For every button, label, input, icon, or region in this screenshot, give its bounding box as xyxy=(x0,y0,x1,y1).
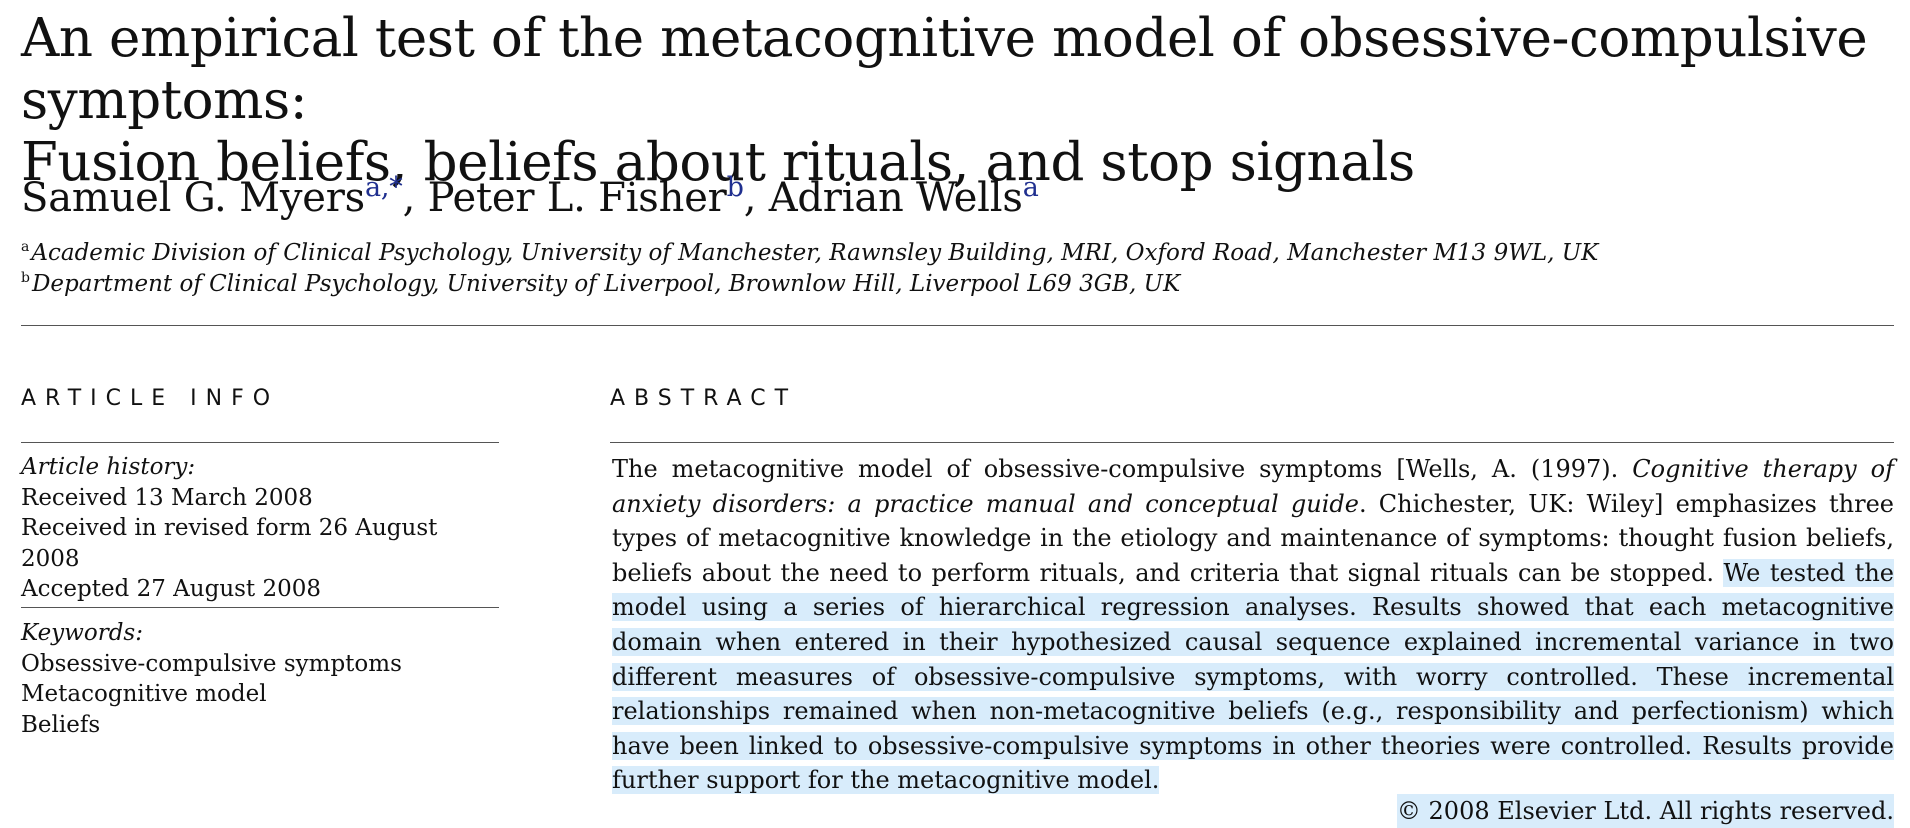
affiliation: bDepartment of Clinical Psychology, Univ… xyxy=(21,263,1721,299)
abstract-selected-text[interactable]: We tested the model using a series of hi… xyxy=(612,558,1894,795)
history-revised: Received in revised form 26 August 2008 xyxy=(21,515,438,572)
keyword-item: Obsessive-compulsive symptoms xyxy=(21,650,402,677)
author-affiliation-link[interactable]: a xyxy=(1022,172,1039,203)
author-affiliation-link[interactable]: b xyxy=(726,172,744,203)
affiliation-text: Academic Division of Clinical Psychology… xyxy=(31,240,1599,266)
keyword-item: Metacognitive model xyxy=(21,681,267,707)
copyright-notice: © 2008 Elsevier Ltd. All rights reserved… xyxy=(1396,794,1894,828)
author-affiliation-link[interactable]: a,* xyxy=(364,172,403,203)
abstract-text[interactable]: The metacognitive model of obsessive-com… xyxy=(612,452,1894,798)
abstract-divider xyxy=(610,442,1894,443)
keywords: Keywords: Obsessive-compulsive symptoms … xyxy=(21,618,501,740)
title-line-2: Fusion beliefs, beliefs about rituals, a… xyxy=(21,132,1415,193)
article-info-divider xyxy=(21,442,499,443)
author-name: Samuel G. Myers xyxy=(21,175,365,221)
article-page: An empirical test of the metacognitive m… xyxy=(21,8,1901,828)
affiliation: aAcademic Division of Clinical Psycholog… xyxy=(21,232,1721,268)
author-list: Samuel G. Myersa,*, Peter L. Fisherb, Ad… xyxy=(21,172,1039,221)
article-info-heading: ARTICLE INFO xyxy=(21,386,280,411)
author-name: Peter L. Fisher xyxy=(427,175,727,221)
abstract-citation-title: Cognitive therapy of anxiety disorders: … xyxy=(612,455,1894,518)
affiliation-text: Department of Clinical Psychology, Unive… xyxy=(31,271,1181,297)
title-line-1: An empirical test of the metacognitive m… xyxy=(21,8,1868,131)
header-divider xyxy=(21,325,1894,326)
keyword-item: Beliefs xyxy=(21,711,101,738)
history-accepted: Accepted 27 August 2008 xyxy=(21,576,322,602)
abstract-text-part-2: . Chichester, UK: Wiley] emphasizes thre… xyxy=(612,489,1894,587)
author-name: Adrian Wells xyxy=(768,175,1023,221)
article-title: An empirical test of the metacognitive m… xyxy=(21,8,1901,194)
history-received: Received 13 March 2008 xyxy=(21,484,313,511)
keywords-label: Keywords: xyxy=(21,620,143,646)
article-history-label: Article history: xyxy=(21,454,196,480)
abstract-heading: ABSTRACT xyxy=(610,386,798,411)
keywords-divider xyxy=(21,607,499,608)
affiliation-mark: b xyxy=(21,270,30,286)
abstract-text-part-1: The metacognitive model of obsessive-com… xyxy=(612,455,1633,483)
affiliation-mark: a xyxy=(21,239,30,255)
article-history: Article history: Received 13 March 2008 … xyxy=(21,452,501,605)
